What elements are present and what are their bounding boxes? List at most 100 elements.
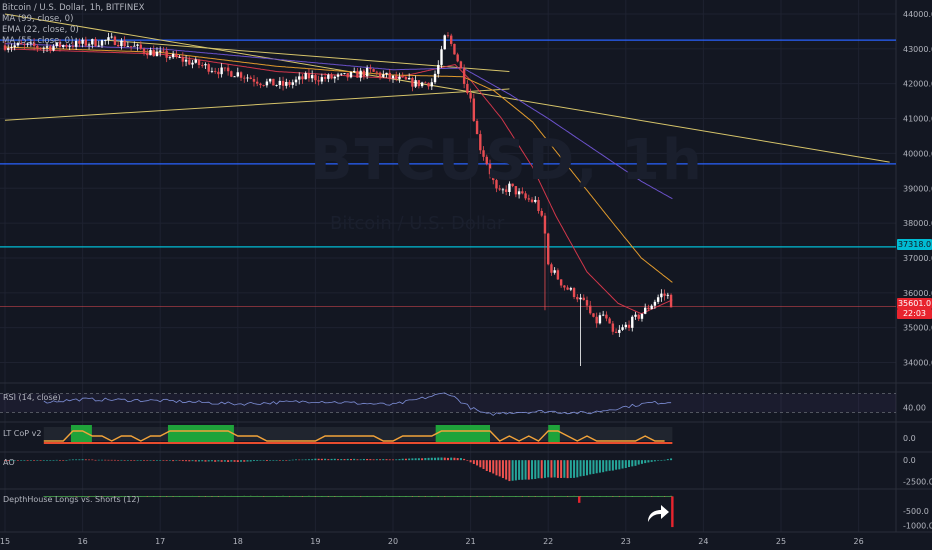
depth-bar [515, 496, 517, 497]
ao-bar [65, 460, 68, 461]
ao-bar [233, 460, 236, 462]
candle-body [407, 78, 411, 80]
depth-bar [618, 496, 620, 497]
candle-body [68, 46, 71, 48]
candle-body [420, 82, 424, 87]
candle-body [49, 46, 52, 51]
depth-label[interactable]: DepthHouse Longs vs. Shorts (12) [3, 495, 140, 504]
ao-bar [540, 460, 543, 479]
depth-bar [392, 496, 394, 497]
rsi-band [0, 393, 896, 413]
candle-body [450, 35, 453, 44]
candle-body [94, 39, 97, 46]
ao-bar [198, 460, 200, 462]
candle-body [178, 57, 181, 58]
ao-bar [113, 459, 116, 461]
ao-bar [375, 459, 378, 461]
rsi-label[interactable]: RSI (14, close) [3, 393, 61, 402]
candle-body [291, 82, 294, 85]
candle-body [210, 71, 214, 72]
candle-body [566, 287, 569, 290]
legend-ema22[interactable]: EMA (22, close, 0) [2, 25, 79, 35]
ao-bar [20, 460, 23, 461]
depth-bar [437, 496, 439, 497]
ao-label[interactable]: AO [3, 458, 15, 467]
legend-ma55[interactable]: MA (55, close, 0) [2, 36, 74, 46]
ao-bar [7, 460, 10, 461]
depth-bar [185, 496, 187, 497]
depth-bar [62, 496, 64, 497]
price-axis[interactable]: 44000.0 43000.0 42000.0 41000.0 40000.0 39000… [903, 10, 932, 531]
candle-body [446, 35, 450, 37]
ao-bar [586, 460, 588, 476]
ltcop-green-zone [167, 425, 234, 442]
legend-ma99[interactable]: MA (99, close, 0) [2, 14, 74, 24]
ao-bar [628, 460, 631, 468]
candle-body [39, 47, 42, 49]
candle-body [226, 67, 230, 72]
depth-bar [638, 496, 640, 497]
ltcop-green-zone [435, 425, 490, 442]
candle-body [666, 294, 670, 296]
depth-pane [43, 495, 674, 528]
depth-bar [521, 496, 523, 497]
candle-body [514, 186, 518, 195]
ao-bar [417, 458, 420, 461]
candle-body [336, 74, 340, 77]
ao-bar [366, 458, 369, 461]
ao-bar [71, 459, 74, 461]
candle-body [433, 73, 437, 83]
candle-body [669, 294, 673, 308]
candle-body [443, 35, 446, 50]
depth-bar [107, 496, 110, 497]
ao-bar [26, 460, 29, 461]
ao-bar [265, 460, 268, 461]
depth-bar [43, 496, 45, 497]
candle-body [100, 40, 104, 46]
level-price-tag: 37318.0 [897, 239, 932, 250]
ltcop-label[interactable]: LT CoP v2 [3, 429, 42, 438]
depth-bar [508, 496, 510, 497]
candle-body [236, 72, 239, 77]
ao-bar [217, 460, 220, 462]
grid [0, 0, 932, 533]
depth-bar [379, 496, 381, 497]
ao-bar [505, 460, 508, 480]
candle-body [660, 293, 663, 298]
candle-body [511, 183, 514, 187]
legend-title[interactable]: Bitcoin / U.S. Dollar, 1h, BITFINEX [2, 3, 145, 13]
candle-body [547, 233, 550, 265]
depth-bar [146, 496, 148, 497]
trend-lines[interactable] [4, 13, 890, 163]
depth-bar [88, 496, 90, 497]
ao-bar [220, 460, 223, 462]
candle-body [456, 54, 459, 62]
candle-body [10, 47, 13, 49]
ao-bar [55, 459, 58, 461]
depth-bar [482, 495, 485, 497]
ao-bar [185, 460, 188, 462]
time-axis[interactable]: 15 16 17 18 19 20 21 22 23 24 25 26 [0, 537, 864, 546]
share-arrow-icon[interactable] [644, 500, 672, 528]
ao-bar [514, 460, 517, 481]
price-tick-label: 36000.0 [903, 289, 932, 298]
ao-bar [278, 460, 281, 461]
depth-bar [263, 496, 265, 497]
depth-bar [166, 496, 168, 497]
candle-body [644, 307, 647, 314]
ao-bar [582, 460, 585, 476]
horizontal-lines[interactable] [0, 39, 896, 308]
depth-bar [424, 496, 426, 497]
ao-bar [288, 459, 291, 461]
ao-bar [359, 459, 362, 461]
depth-bar [631, 496, 633, 497]
depth-bar [49, 496, 51, 497]
ao-bar [401, 458, 404, 461]
depth-bar [398, 496, 401, 497]
ao-bar [592, 460, 595, 474]
ao-bar [602, 460, 605, 473]
ma-line [4, 43, 673, 200]
ao-bar [531, 460, 534, 480]
ltcop-green-zone [548, 425, 560, 442]
